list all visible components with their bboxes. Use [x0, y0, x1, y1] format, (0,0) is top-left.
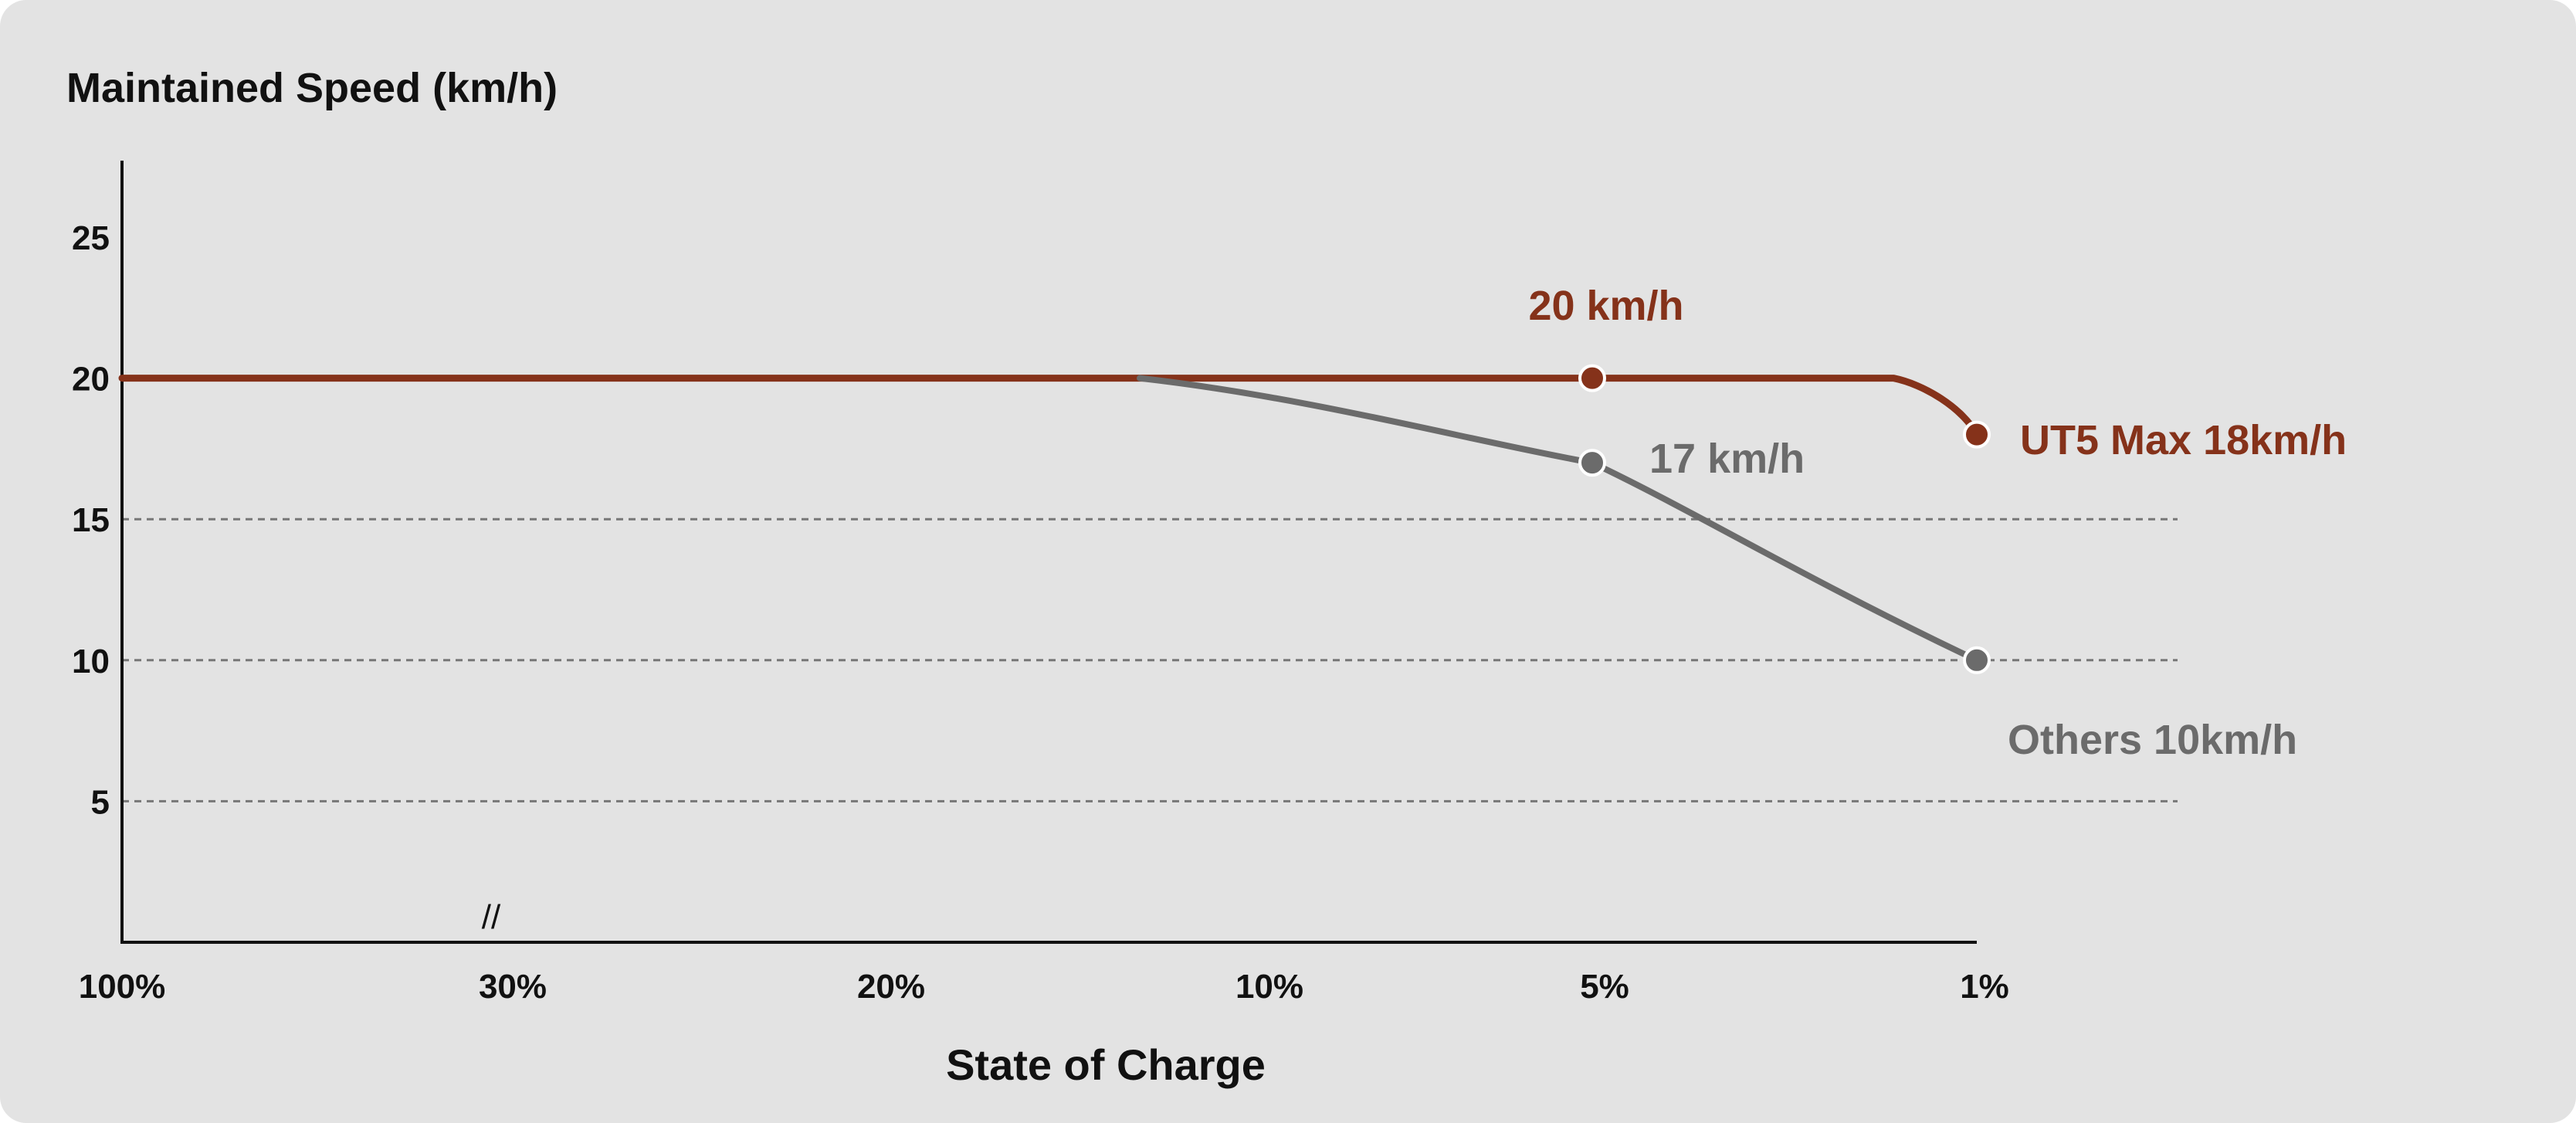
annotation-others-5pct: 17 km/h — [1649, 436, 1805, 482]
x-tick-labels: 100% 30% 20% 10% 5% 1% — [79, 968, 2009, 1006]
x-tick-label: 5% — [1580, 968, 1629, 1006]
y-tick-label: 15 — [72, 501, 110, 539]
annotation-ut5-1pct: UT5 Max 18km/h — [2020, 417, 2347, 463]
data-point-others — [1963, 646, 1991, 674]
data-point-others — [1578, 449, 1606, 477]
y-tick-label: 5 — [91, 783, 110, 821]
y-tick-labels: 5 10 15 20 25 — [72, 219, 110, 821]
series-markers — [1578, 364, 1991, 674]
chart-title: Maintained Speed (km/h) — [66, 65, 558, 111]
x-tick-label: 20% — [857, 968, 925, 1006]
axis-break-mark: // — [482, 898, 501, 936]
annotation-ut5-5pct: 20 km/h — [1528, 283, 1683, 329]
x-tick-label: 30% — [479, 968, 547, 1006]
x-axis-label: State of Charge — [946, 1040, 1266, 1089]
grid-lines — [122, 517, 2178, 802]
x-tick-label: 100% — [79, 968, 166, 1006]
y-tick-label: 25 — [72, 219, 110, 257]
x-tick-label: 10% — [1235, 968, 1303, 1006]
data-point-ut5 — [1963, 420, 1991, 449]
y-tick-label: 10 — [72, 643, 110, 680]
data-point-ut5 — [1578, 364, 1606, 392]
annotation-others-1pct: Others 10km/h — [2008, 717, 2297, 763]
series-line-ut5 — [118, 375, 1981, 439]
x-tick-label: 1% — [1960, 968, 2009, 1006]
y-tick-label: 20 — [72, 361, 110, 399]
annotations: 20 km/h UT5 Max 18km/h 17 km/h Others 10km/… — [1528, 283, 2347, 763]
